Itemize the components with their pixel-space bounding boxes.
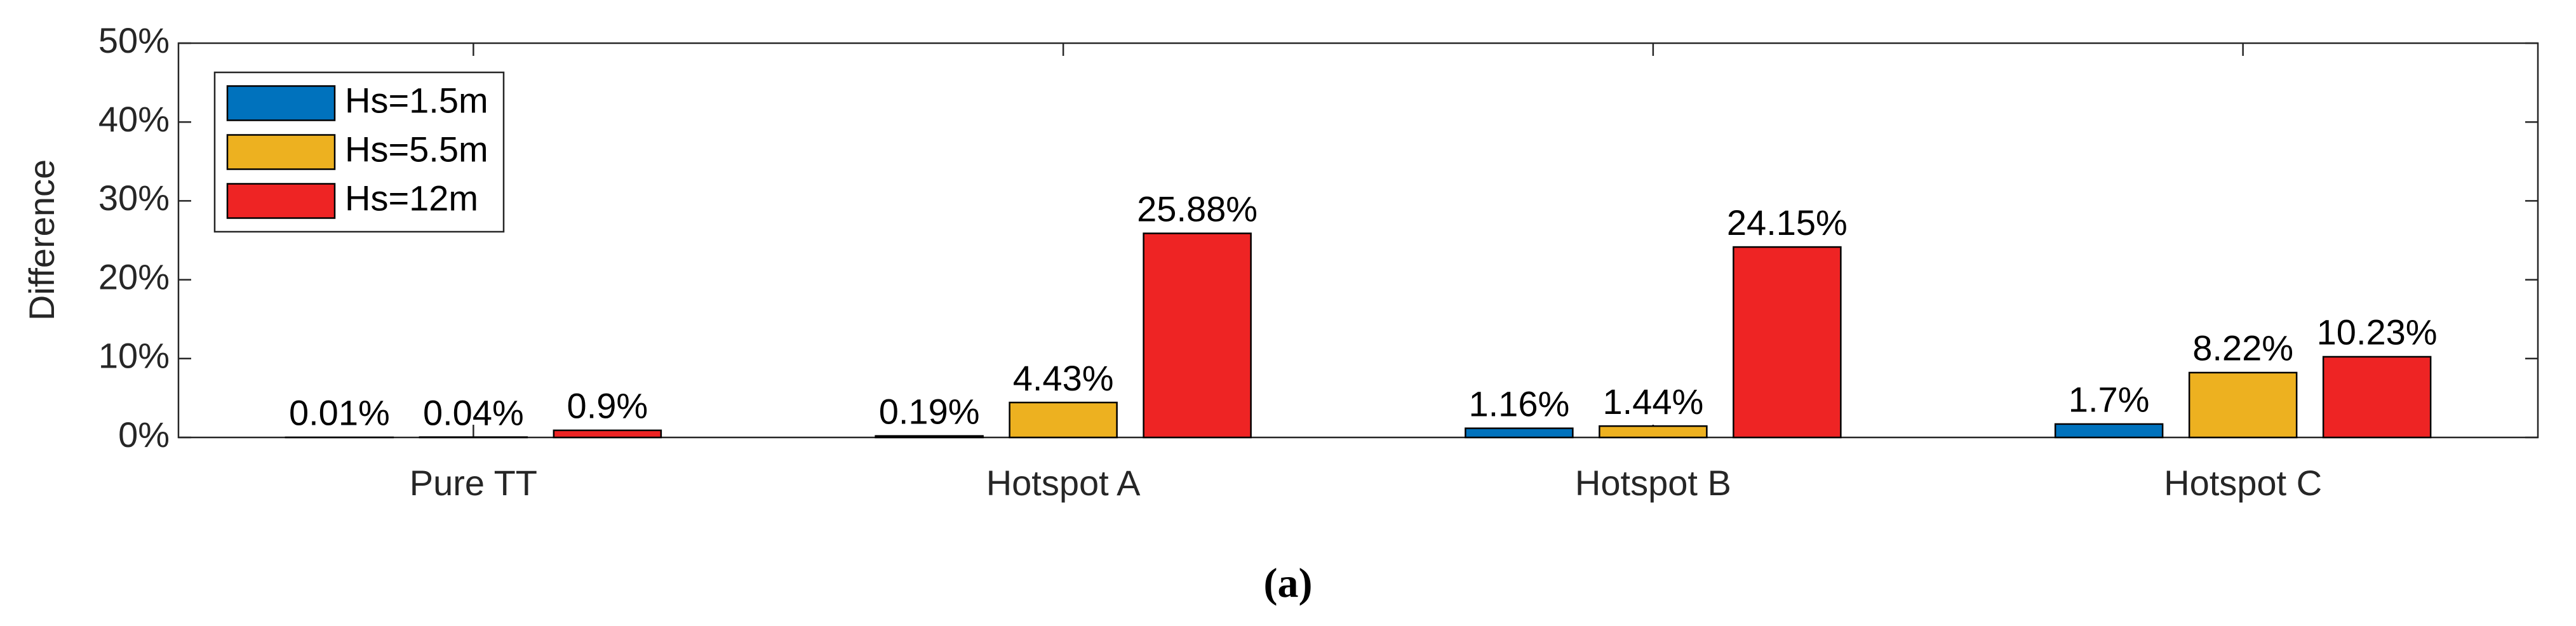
legend-swatch: [226, 134, 336, 170]
y-tick-label: 20%: [98, 256, 170, 296]
legend-label: Hs=12m: [345, 178, 478, 218]
legend-swatch: [226, 183, 336, 219]
bar: [1465, 427, 1574, 439]
legend-label: Hs=1.5m: [345, 80, 488, 120]
bar: [1733, 246, 1842, 439]
bar: [1599, 425, 1708, 439]
y-tick-label: 40%: [98, 99, 170, 139]
bar: [553, 429, 662, 439]
x-tick-label: Pure TT: [410, 463, 537, 503]
caption: (a): [1264, 560, 1313, 606]
y-tick-label: 30%: [98, 178, 170, 218]
x-tick-label: Hotspot A: [986, 463, 1141, 503]
value-label: 8.22%: [2192, 328, 2293, 368]
bar: [2322, 356, 2432, 439]
value-label: 0.19%: [879, 391, 980, 431]
value-label: 25.88%: [1137, 189, 1258, 229]
x-tick-label: Hotspot B: [1575, 463, 1731, 503]
value-label: 4.43%: [1013, 358, 1114, 398]
bar: [1143, 232, 1252, 439]
bar: [2188, 371, 2298, 439]
value-label: 10.23%: [2317, 312, 2438, 352]
bar: [1009, 401, 1118, 439]
value-label: 0.9%: [567, 386, 648, 426]
y-tick-label: 0%: [118, 415, 170, 455]
value-label: 24.15%: [1727, 203, 1848, 243]
value-label: 0.01%: [289, 393, 390, 433]
y-tick-label: 10%: [98, 336, 170, 376]
value-label: 0.04%: [423, 392, 524, 432]
plot-box: [177, 42, 2539, 439]
legend-swatch: [226, 85, 336, 121]
legend-label: Hs=5.5m: [345, 129, 488, 169]
y-axis-label: Difference: [22, 159, 62, 321]
bar: [2054, 423, 2164, 439]
bar: [875, 435, 984, 439]
value-label: 1.44%: [1602, 382, 1703, 422]
value-label: 1.16%: [1468, 383, 1569, 423]
value-label: 1.7%: [2069, 380, 2150, 420]
x-tick-label: Hotspot C: [2164, 463, 2322, 503]
y-tick-label: 50%: [98, 20, 170, 60]
